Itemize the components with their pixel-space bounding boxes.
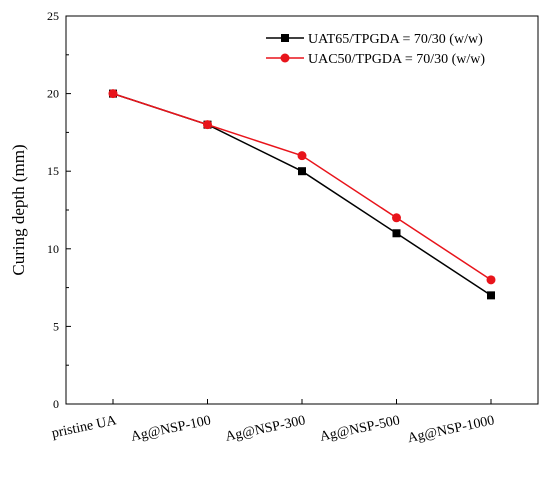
legend: UAT65/TPGDA = 70/30 (w/w) UAC50/TPGDA = 7… — [266, 32, 485, 67]
series-group — [108, 89, 496, 300]
legend-marker-square — [281, 34, 289, 42]
series-line — [112, 92, 492, 296]
y-tick-label: 20 — [47, 87, 59, 101]
data-point-circle — [108, 89, 118, 99]
y-ticks: 0 5 10 15 20 25 — [47, 9, 71, 411]
data-point-square — [298, 167, 306, 176]
y-axis-title: Curing depth (mm) — [9, 144, 28, 275]
y-tick-label: 10 — [47, 242, 59, 256]
data-point-square — [487, 291, 495, 300]
x-tick-label: Ag@NSP-500 — [319, 413, 402, 445]
x-tick-label: Ag@NSP-300 — [224, 413, 307, 445]
x-tick-label: Ag@NSP-1000 — [406, 413, 496, 446]
series-line — [112, 92, 492, 281]
x-ticks: pristine UA Ag@NSP-100 Ag@NSP-300 Ag@NSP-50… — [50, 399, 496, 446]
x-tick-label: Ag@NSP-100 — [130, 413, 213, 445]
legend-marker-circle — [280, 53, 290, 63]
x-tick-label: pristine UA — [50, 413, 118, 442]
data-point-circle — [203, 120, 212, 130]
y-tick-label: 5 — [53, 319, 59, 333]
y-tick-label: 0 — [53, 397, 59, 411]
data-point-circle — [486, 275, 496, 285]
data-point-square — [392, 229, 401, 238]
data-point-circle — [297, 151, 307, 161]
legend-label: UAC50/TPGDA = 70/30 (w/w) — [308, 52, 485, 67]
data-point-circle — [392, 213, 401, 223]
legend-label: UAT65/TPGDA = 70/30 (w/w) — [308, 32, 483, 47]
plot-frame — [65, 15, 539, 405]
y-tick-label: 15 — [47, 164, 59, 178]
y-tick-label: 25 — [47, 9, 59, 23]
